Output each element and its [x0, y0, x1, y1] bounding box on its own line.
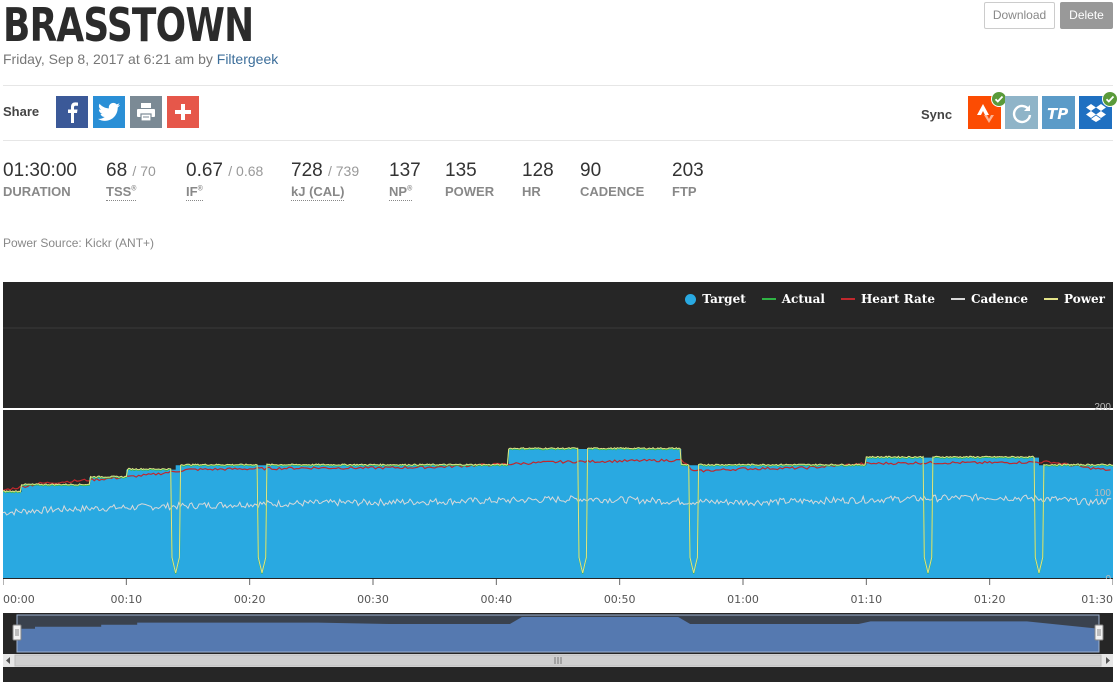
divider — [3, 140, 1113, 141]
metric-label: HR — [522, 184, 541, 199]
navigator-series — [17, 617, 1099, 652]
legend-marker — [950, 298, 965, 300]
metric-kj[interactable]: 728 / 739 kJ (CAL) — [291, 160, 359, 201]
chart-plot[interactable]: 200100000:0000:1000:2000:3000:4000:5001:… — [3, 282, 1113, 682]
facebook-icon — [68, 102, 78, 123]
legend-item[interactable]: Actual — [761, 292, 825, 306]
workout-date: Friday, Sep 8, 2017 at 6:21 am by — [3, 51, 213, 67]
legend-marker — [1044, 298, 1058, 300]
sync-label: Sync — [921, 107, 953, 122]
metric-hr: 128 HR — [522, 160, 554, 199]
legend-item[interactable]: Power — [1044, 292, 1105, 306]
metric-label: TSS® — [106, 184, 137, 201]
scroll-left-arrow-icon[interactable] — [6, 657, 10, 664]
x-tick-label: 01:00 — [727, 593, 759, 606]
navigator-handle[interactable] — [12, 624, 22, 641]
legend-item[interactable]: Cadence — [950, 292, 1028, 306]
legend-item[interactable]: Target — [685, 292, 746, 306]
metric-value: 128 — [522, 160, 554, 181]
legend-item[interactable]: Heart Rate — [840, 292, 935, 306]
workout-meta: Friday, Sep 8, 2017 at 6:21 am by Filter… — [3, 51, 278, 67]
twitter-icon — [98, 102, 120, 121]
metric-ftp: 203 FTP — [672, 160, 704, 199]
facebook-share-button[interactable] — [56, 96, 88, 128]
legend-label: Heart Rate — [860, 292, 935, 306]
workout-title: BRASSTOWN — [3, 0, 254, 52]
x-tick-label: 01:20 — [974, 593, 1006, 606]
x-tick-label: 00:40 — [480, 593, 512, 606]
refresh-icon — [1012, 104, 1031, 123]
x-tick-label: 00:20 — [234, 593, 266, 606]
metric-duration: 01:30:00 DURATION — [3, 160, 77, 199]
metric-label: POWER — [445, 184, 495, 199]
strava-icon — [976, 103, 994, 123]
print-icon — [137, 103, 155, 122]
legend-label: Target — [702, 292, 746, 306]
x-tick-label: 00:00 — [3, 593, 35, 606]
metric-np[interactable]: 137 NP® — [389, 160, 421, 201]
strava-sync-button[interactable] — [968, 91, 1007, 129]
metric-label: FTP — [672, 184, 697, 199]
trainingpeaks-icon: TP — [1047, 105, 1068, 122]
legend-marker — [840, 298, 855, 300]
delete-button[interactable]: Delete — [1060, 2, 1113, 29]
target-area — [3, 449, 1113, 578]
metric-value: 135 — [445, 160, 477, 181]
x-tick-label: 00:10 — [110, 593, 142, 606]
print-button[interactable] — [130, 96, 162, 128]
navigator-handle[interactable] — [1094, 624, 1104, 641]
dropbox-icon — [1085, 103, 1106, 122]
x-tick-label: 01:10 — [850, 593, 882, 606]
metric-label: NP® — [389, 184, 413, 201]
metric-cadence: 90 CADENCE — [580, 160, 644, 199]
legend-marker — [685, 293, 697, 305]
cadence-line — [3, 493, 1112, 516]
workout-chart[interactable]: 200100000:0000:1000:2000:3000:4000:5001:… — [3, 282, 1113, 682]
metric-label: IF® — [186, 184, 203, 201]
synced-check-icon — [1102, 91, 1118, 107]
twitter-share-button[interactable] — [93, 96, 125, 128]
heart-rate-line — [3, 458, 1111, 491]
scroll-right-arrow-icon[interactable] — [1106, 657, 1110, 664]
metric-label: CADENCE — [580, 184, 645, 199]
plus-icon — [175, 104, 191, 120]
author-link[interactable]: Filtergeek — [216, 51, 279, 67]
metric-value: 68 / 70 — [106, 160, 156, 181]
metric-power: 135 POWER — [445, 160, 494, 199]
metric-value: 203 — [672, 160, 704, 181]
metric-label: DURATION — [3, 184, 71, 199]
x-axis-band — [3, 579, 1113, 613]
y-tick-label: 200 — [1094, 402, 1111, 413]
svg-text:TP: TP — [1047, 105, 1068, 122]
metric-value: 0.67 / 0.68 — [186, 160, 264, 181]
metric-label: kJ (CAL) — [291, 184, 345, 201]
y-tick-label: 100 — [1094, 488, 1111, 499]
dropbox-sync-button[interactable] — [1079, 91, 1118, 129]
legend-label: Actual — [781, 292, 825, 306]
legend-label: Cadence — [970, 292, 1028, 306]
more-share-button[interactable] — [167, 96, 199, 128]
power-line — [3, 446, 1113, 574]
legend-marker — [761, 298, 776, 300]
x-tick-label: 01:30 — [1081, 593, 1113, 606]
x-tick-label: 00:30 — [357, 593, 389, 606]
navigator-selection — [16, 614, 1100, 653]
metric-tss[interactable]: 68 / 70 TSS® — [106, 160, 156, 201]
legend-label: Power — [1064, 292, 1105, 306]
metric-value: 137 — [389, 160, 421, 181]
trainingpeaks-sync-button[interactable]: TP — [1042, 96, 1075, 129]
actual-line — [3, 447, 1113, 574]
chart-legend: Target Actual Heart Rate Cadence Power — [685, 292, 1105, 306]
share-label: Share — [3, 104, 40, 119]
power-source: Power Source: Kickr (ANT+) — [3, 236, 155, 250]
divider — [3, 85, 1113, 86]
x-tick-label: 00:50 — [604, 593, 636, 606]
metric-value: 90 — [580, 160, 602, 181]
metric-value: 01:30:00 — [3, 160, 77, 181]
garmin-sync-button[interactable] — [1005, 96, 1038, 129]
download-button[interactable]: Download — [984, 2, 1055, 29]
metric-if[interactable]: 0.67 / 0.68 IF® — [186, 160, 263, 201]
metric-value: 728 / 739 — [291, 160, 360, 181]
